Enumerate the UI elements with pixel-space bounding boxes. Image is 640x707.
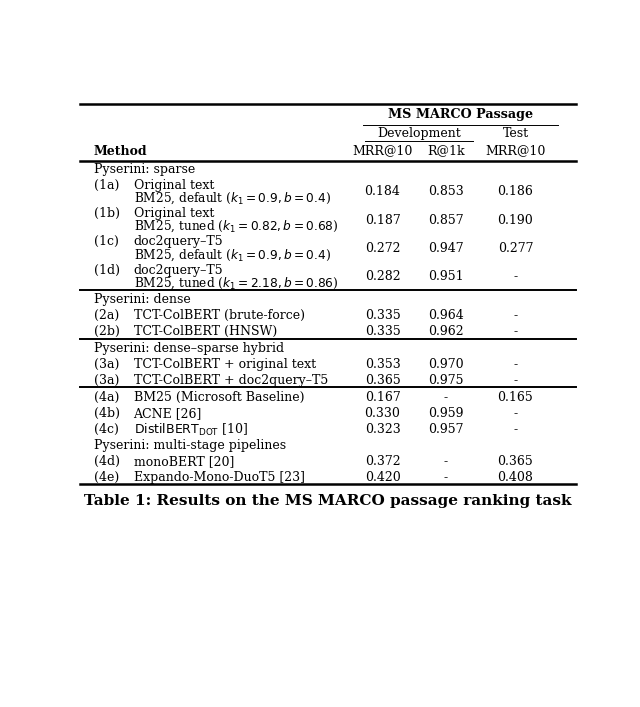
Text: Method: Method xyxy=(94,145,147,158)
Text: Pyserini: multi-stage pipelines: Pyserini: multi-stage pipelines xyxy=(94,439,286,452)
Text: 0.330: 0.330 xyxy=(365,407,401,420)
Text: 0.184: 0.184 xyxy=(365,185,401,198)
Text: 0.975: 0.975 xyxy=(428,374,464,387)
Text: (4e): (4e) xyxy=(94,471,119,484)
Text: 0.857: 0.857 xyxy=(428,214,464,227)
Text: Original text: Original text xyxy=(134,179,214,192)
Text: 0.353: 0.353 xyxy=(365,358,401,370)
Text: TCT-ColBERT (HNSW): TCT-ColBERT (HNSW) xyxy=(134,325,277,338)
Text: 0.420: 0.420 xyxy=(365,471,401,484)
Text: 0.970: 0.970 xyxy=(428,358,464,370)
Text: monoBERT [20]: monoBERT [20] xyxy=(134,455,234,467)
Text: doc2query–T5: doc2query–T5 xyxy=(134,235,223,248)
Text: 0.962: 0.962 xyxy=(428,325,464,338)
Text: TCT-ColBERT (brute-force): TCT-ColBERT (brute-force) xyxy=(134,309,305,322)
Text: (4b): (4b) xyxy=(94,407,120,420)
Text: (1c): (1c) xyxy=(94,235,119,248)
Text: -: - xyxy=(444,391,448,404)
Text: Original text: Original text xyxy=(134,207,214,220)
Text: Pyserini: dense: Pyserini: dense xyxy=(94,293,191,306)
Text: (4a): (4a) xyxy=(94,391,119,404)
Text: 0.272: 0.272 xyxy=(365,242,400,255)
Text: TCT-ColBERT + original text: TCT-ColBERT + original text xyxy=(134,358,316,370)
Text: -: - xyxy=(444,455,448,467)
Text: BM25, default ($k_1 = 0.9, b = 0.4$): BM25, default ($k_1 = 0.9, b = 0.4$) xyxy=(134,191,331,206)
Text: 0.165: 0.165 xyxy=(498,391,533,404)
Text: (1a): (1a) xyxy=(94,179,119,192)
Text: MRR@10: MRR@10 xyxy=(485,145,546,158)
Text: 0.282: 0.282 xyxy=(365,270,401,284)
Text: 0.186: 0.186 xyxy=(497,185,533,198)
Text: doc2query–T5: doc2query–T5 xyxy=(134,264,223,276)
Text: (4c): (4c) xyxy=(94,423,119,436)
Text: Pyserini: dense–sparse hybrid: Pyserini: dense–sparse hybrid xyxy=(94,342,284,355)
Text: 0.190: 0.190 xyxy=(498,214,533,227)
Text: -: - xyxy=(513,374,518,387)
Text: BM25, default ($k_1 = 0.9, b = 0.4$): BM25, default ($k_1 = 0.9, b = 0.4$) xyxy=(134,247,331,263)
Text: Expando-Mono-DuoT5 [23]: Expando-Mono-DuoT5 [23] xyxy=(134,471,305,484)
Text: Pyserini: sparse: Pyserini: sparse xyxy=(94,163,195,177)
Text: 0.959: 0.959 xyxy=(428,407,464,420)
Text: TCT-ColBERT + doc2query–T5: TCT-ColBERT + doc2query–T5 xyxy=(134,374,328,387)
Text: (2b): (2b) xyxy=(94,325,120,338)
Text: 0.372: 0.372 xyxy=(365,455,401,467)
Text: Test: Test xyxy=(502,127,529,139)
Text: Development: Development xyxy=(378,127,461,139)
Text: BM25, tuned ($k_1 = 2.18, b = 0.86$): BM25, tuned ($k_1 = 2.18, b = 0.86$) xyxy=(134,276,338,291)
Text: ACNE [26]: ACNE [26] xyxy=(134,407,202,420)
Text: 0.167: 0.167 xyxy=(365,391,401,404)
Text: (1d): (1d) xyxy=(94,264,120,276)
Text: 0.365: 0.365 xyxy=(365,374,401,387)
Text: -: - xyxy=(513,309,518,322)
Text: 0.277: 0.277 xyxy=(498,242,533,255)
Text: 0.964: 0.964 xyxy=(428,309,464,322)
Text: 0.335: 0.335 xyxy=(365,309,401,322)
Text: $\mathrm{DistilBERT}_{\mathrm{DOT}}$ [10]: $\mathrm{DistilBERT}_{\mathrm{DOT}}$ [10… xyxy=(134,421,248,438)
Text: Table 1: Results on the MS MARCO passage ranking task: Table 1: Results on the MS MARCO passage… xyxy=(84,494,572,508)
Text: (3a): (3a) xyxy=(94,358,119,370)
Text: -: - xyxy=(513,423,518,436)
Text: 0.335: 0.335 xyxy=(365,325,401,338)
Text: 0.947: 0.947 xyxy=(428,242,464,255)
Text: -: - xyxy=(513,325,518,338)
Text: MRR@10: MRR@10 xyxy=(353,145,413,158)
Text: (4d): (4d) xyxy=(94,455,120,467)
Text: 0.853: 0.853 xyxy=(428,185,464,198)
Text: -: - xyxy=(513,407,518,420)
Text: -: - xyxy=(513,270,518,284)
Text: 0.951: 0.951 xyxy=(428,270,464,284)
Text: -: - xyxy=(444,471,448,484)
Text: 0.957: 0.957 xyxy=(428,423,464,436)
Text: -: - xyxy=(513,358,518,370)
Text: 0.323: 0.323 xyxy=(365,423,401,436)
Text: (3a): (3a) xyxy=(94,374,119,387)
Text: 0.187: 0.187 xyxy=(365,214,401,227)
Text: MS MARCO Passage: MS MARCO Passage xyxy=(388,108,532,121)
Text: 0.408: 0.408 xyxy=(497,471,533,484)
Text: (1b): (1b) xyxy=(94,207,120,220)
Text: R@1k: R@1k xyxy=(428,145,465,158)
Text: 0.365: 0.365 xyxy=(498,455,533,467)
Text: (2a): (2a) xyxy=(94,309,119,322)
Text: BM25, tuned ($k_1 = 0.82, b = 0.68$): BM25, tuned ($k_1 = 0.82, b = 0.68$) xyxy=(134,219,338,234)
Text: BM25 (Microsoft Baseline): BM25 (Microsoft Baseline) xyxy=(134,391,304,404)
